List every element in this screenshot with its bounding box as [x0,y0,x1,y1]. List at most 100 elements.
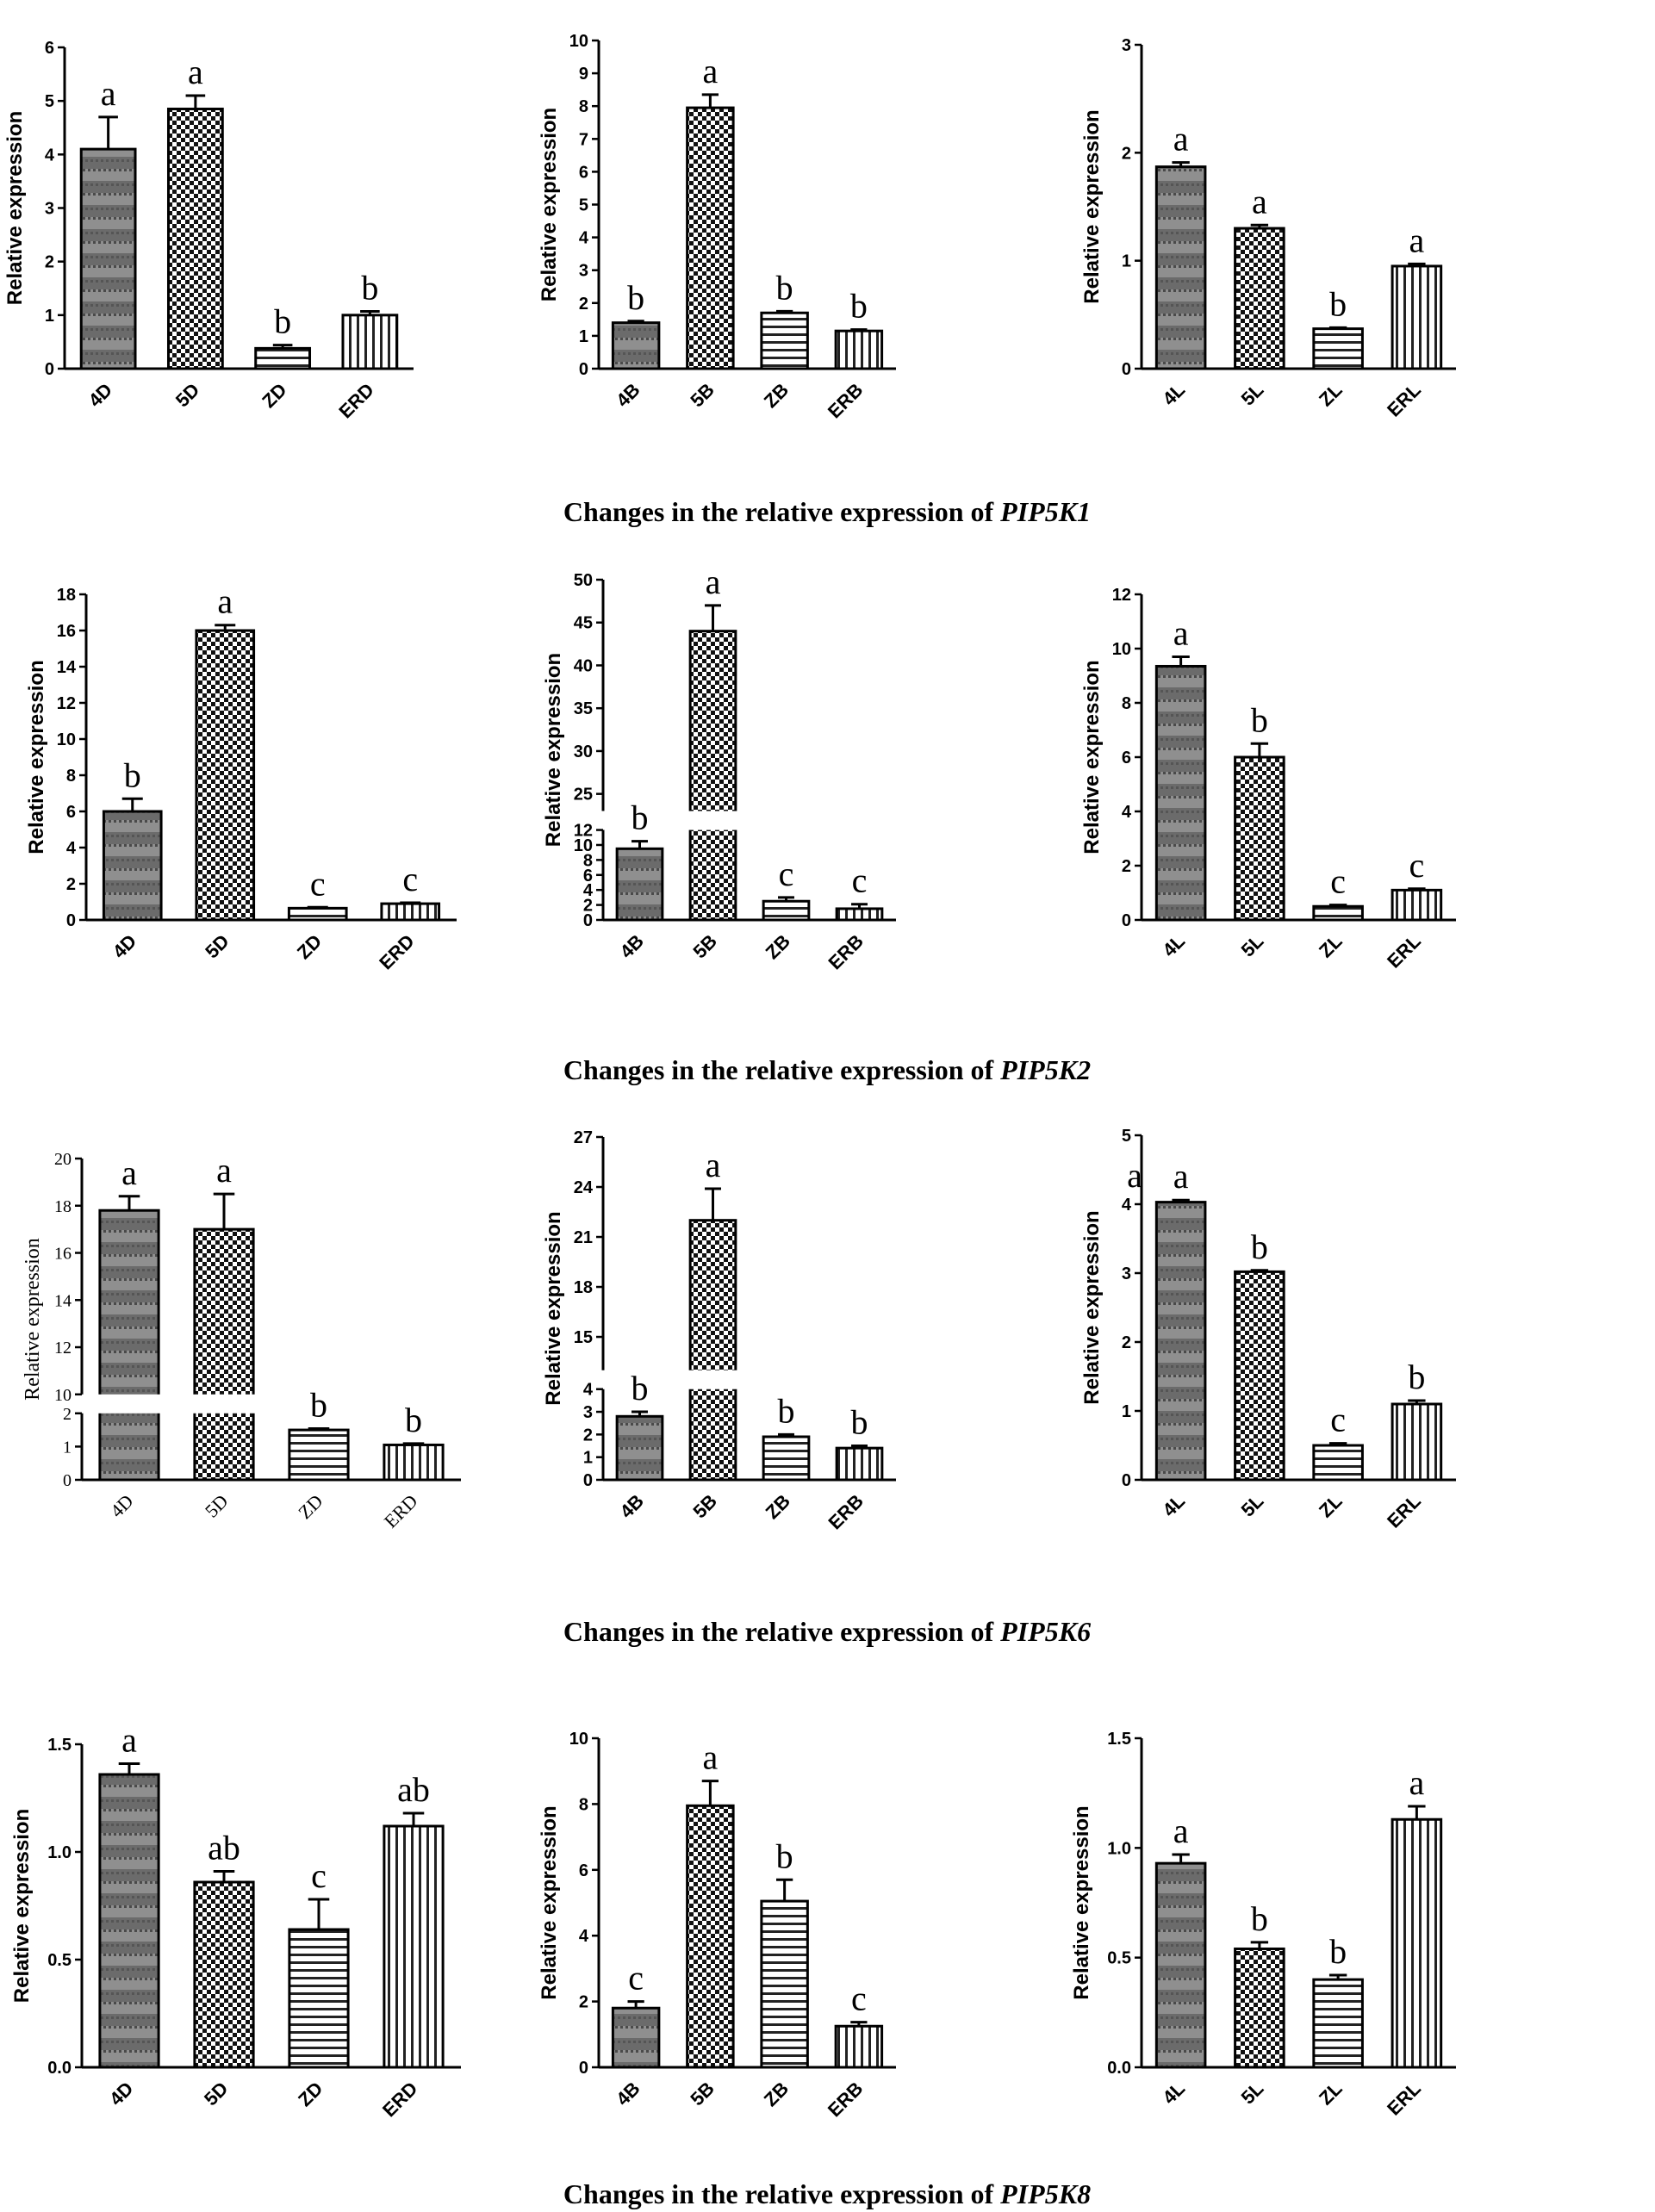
y-tick-label: 0 [1122,1471,1131,1490]
significance-letter: b [1251,700,1268,739]
x-category-label: ZL [1315,379,1347,411]
bar-erb [835,1446,884,1482]
y-tick-label: 8 [1122,694,1131,713]
y-tick-label: 7 [579,130,588,149]
y-tick-label: 8 [579,97,588,116]
x-category-label: 5D [201,930,233,963]
y-tick-label: 5 [579,196,588,215]
y-tick-label: 1 [1122,1402,1131,1421]
y-tick-label: 2 [583,1426,593,1445]
chart-panel-1: 0 1 2 3 4 5 6 Relative expression a 4D a 5D b ZD b ERD [3,39,414,422]
y-tick-label: 1.0 [47,1843,72,1862]
x-category-label: ZD [294,2078,327,2110]
x-category-label: ERB [824,2078,868,2122]
y-tick-label: 2 [63,1405,72,1424]
bar-zb [762,899,811,922]
bar-zb [762,1435,811,1482]
x-category-label: 4B [615,930,648,963]
y-tick-label: 2 [1122,144,1131,163]
chart-panel-11: 0 2 4 6 8 10 Relative expression c 4B a 5B b ZB c ERB [538,1730,896,2121]
x-category-label: ERB [824,1490,868,1534]
y-tick-label: 4 [579,229,589,248]
y-tick-label: 0.0 [1107,2059,1131,2078]
bar-4l [1154,1861,1207,2069]
x-category-label: ERL [1383,930,1425,972]
y-tick-label: 4 [583,881,594,900]
y-tick-label: 30 [574,743,593,761]
y-tick-label: 20 [54,1150,72,1169]
significance-letter: a [1173,120,1189,158]
axis-break-gap [688,1370,738,1389]
significance-letter: a [121,1153,137,1192]
caption-pip5k1: Changes in the relative expression of PI… [563,496,1091,527]
bar-zd [288,1428,350,1482]
y-tick-label: 12 [574,822,593,841]
x-category-label: 4L [1158,379,1189,410]
bar-4d [79,147,137,370]
y-tick-label: 18 [57,586,76,605]
significance-letter: b [274,302,291,341]
y-tick-label: 0 [63,1471,72,1490]
significance-letter: b [1408,1358,1425,1396]
bar-4b [611,2006,661,2069]
significance-letter: c [402,860,418,898]
significance-letter: c [779,854,794,893]
significance-letter-extra: a [1127,1156,1142,1195]
significance-letter: b [776,268,793,307]
x-category-label: 4D [106,1490,138,1522]
bar-5b [688,630,737,922]
y-tick-label: 12 [54,1339,72,1358]
x-category-label: 4D [105,2078,138,2110]
y-tick-label: 14 [57,658,77,677]
bar-erb [834,2024,884,2069]
axis-break-gap [96,1394,162,1414]
bar-erb [834,329,884,370]
x-category-label: 4D [84,379,117,412]
significance-letter: ab [208,1829,240,1867]
x-category-label: 4B [612,379,644,412]
y-tick-label: 18 [54,1197,72,1216]
significance-letter: a [706,1146,721,1184]
y-tick-label: 1 [45,307,54,326]
x-category-label: 5L [1237,2078,1268,2109]
bar-zl [1312,327,1364,370]
bar-erd [380,902,441,922]
bar-4b [615,1414,664,1482]
y-tick-label: 5 [45,92,54,111]
x-category-label: ZL [1315,2078,1347,2109]
y-tick-label: 2 [1122,1333,1131,1352]
x-category-label: ZL [1315,1490,1347,1522]
y-axis-label: Relative expression [10,1809,34,2003]
y-tick-label: 1 [1122,252,1131,271]
x-category-label: 5D [200,2078,233,2110]
x-category-label: 4D [109,930,141,963]
bar-5l [1234,227,1285,370]
bar-erl [1391,1817,1443,2069]
y-tick-label: 2 [579,295,588,314]
y-tick-label: 1 [579,327,588,346]
y-tick-label: 10 [1112,640,1131,659]
y-tick-label: 3 [583,1403,593,1422]
y-tick-label: 0 [579,360,588,379]
bar-5l [1234,1270,1285,1482]
significance-letter: b [1329,1932,1347,1971]
significance-letter: b [310,1386,327,1425]
y-tick-label: 8 [579,1795,588,1814]
x-category-label: ERD [380,1490,422,1532]
x-category-label: 5L [1237,1490,1268,1521]
bar-5l [1234,755,1285,922]
x-category-label: 5B [688,1490,721,1523]
bar-zd [287,906,348,922]
significance-letter: a [101,74,116,113]
bar-4b [611,321,661,370]
x-category-label: ZB [762,930,794,963]
bar-4d [102,810,163,922]
y-tick-label: 10 [57,730,76,749]
y-tick-label: 1.5 [47,1736,72,1755]
bar-erd [383,1443,445,1482]
y-tick-label: 2 [579,1993,588,2012]
significance-letter: a [706,562,721,601]
significance-letter: c [1330,862,1346,901]
chart-panel-3: 0 1 2 3 Relative expression a 4L a 5L b ZL a ERL [1080,36,1456,421]
